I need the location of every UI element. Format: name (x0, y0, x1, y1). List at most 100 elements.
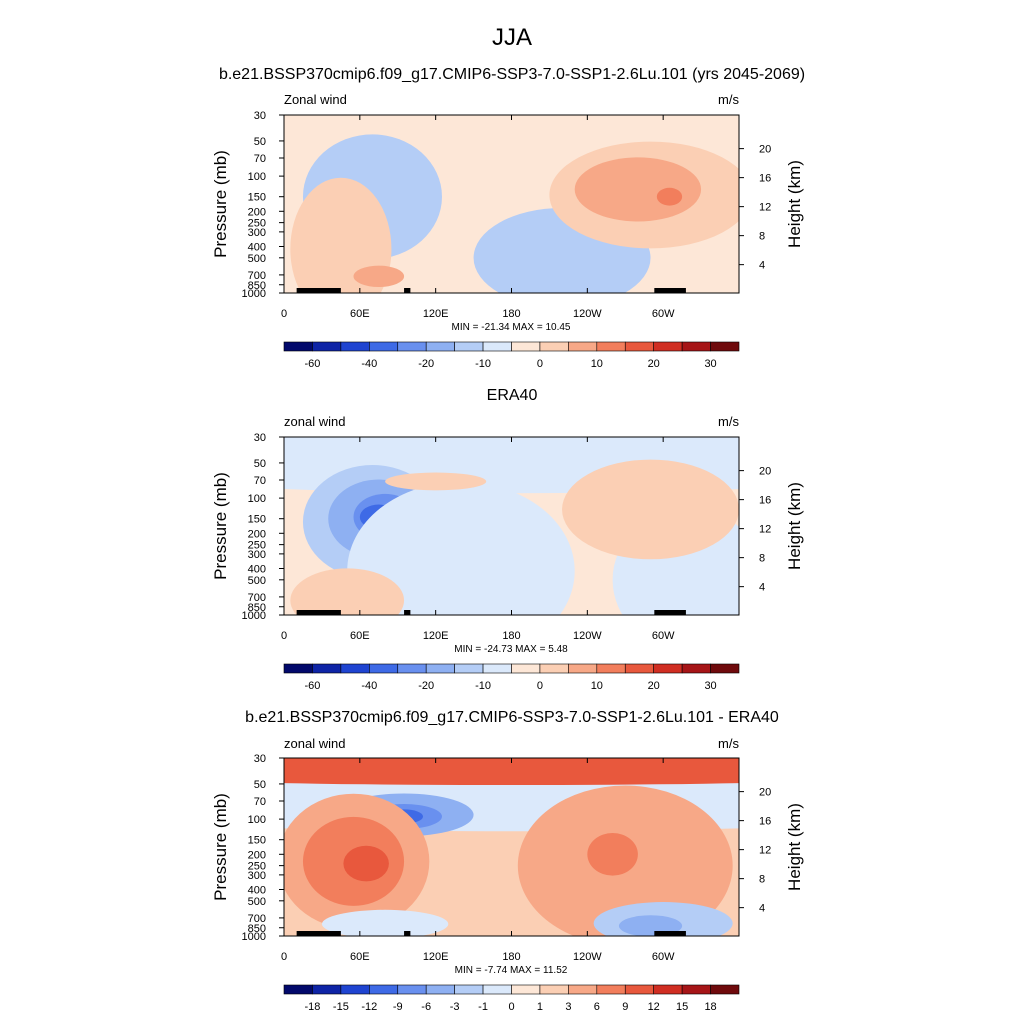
y2-tick-label: 8 (759, 874, 765, 886)
colorbar-swatch (283, 663, 313, 674)
panel-3: b.e21.BSSP370cmip6.f09_g17.CMIP6-SSP3-7.… (211, 709, 804, 1013)
x-tick-label: 120W (573, 951, 602, 963)
y2-tick-label: 20 (759, 466, 771, 478)
colorbar-tick-label: -20 (418, 680, 434, 692)
colorbar-tick-label: -60 (304, 358, 320, 370)
colorbar-tick-label: -40 (361, 358, 377, 370)
min-max-stats: MIN = -24.73 MAX = 5.48 (454, 644, 568, 655)
y-tick-label: 850 (248, 280, 266, 292)
y-tick-label: 400 (248, 563, 266, 575)
topography (321, 288, 329, 293)
y-tick-label: 700 (248, 270, 266, 282)
contour-region (347, 481, 575, 615)
contour-region (284, 437, 739, 494)
colorbar-swatch (312, 341, 342, 352)
y-tick-label: 1000 (242, 610, 266, 622)
topography (296, 931, 341, 936)
colorbar-tick-label: 3 (565, 1001, 571, 1013)
panel-title: b.e21.BSSP370cmip6.f09_g17.CMIP6-SSP3-7.… (245, 709, 779, 726)
x-tick-label: 60W (652, 308, 675, 320)
colorbar-tick-label: 10 (591, 358, 603, 370)
y-tick-label: 50 (254, 136, 266, 148)
topography (321, 931, 329, 936)
y-tick-label: 70 (254, 796, 266, 808)
y-tick-label: 200 (248, 849, 266, 861)
x-tick-label: 60W (652, 630, 675, 642)
units-label: m/s (718, 92, 739, 107)
colorbar-swatch (482, 663, 512, 674)
variable-label: zonal wind (284, 736, 345, 751)
y2-tick-label: 16 (759, 495, 771, 507)
colorbar-tick-label: -12 (361, 1001, 377, 1013)
x-tick-label: 0 (281, 951, 287, 963)
contour-region (385, 472, 487, 491)
y2-tick-label: 20 (759, 787, 771, 799)
colorbar-swatch (710, 663, 740, 674)
y2-tick-label: 4 (759, 903, 765, 915)
colorbar-swatch (596, 663, 626, 674)
x-tick-label: 180 (502, 951, 520, 963)
colorbar-swatch (425, 984, 455, 995)
x-tick-label: 60W (652, 951, 675, 963)
y-tick-label: 300 (248, 227, 266, 239)
variable-label: zonal wind (284, 414, 345, 429)
colorbar: -60 -40 -20 -10 0 10 20 30 (283, 663, 740, 692)
y-tick-label: 500 (248, 575, 266, 587)
colorbar-swatch (511, 341, 541, 352)
y-tick-label: 500 (248, 896, 266, 908)
colorbar-swatch (539, 341, 569, 352)
colorbar-swatch (369, 663, 399, 674)
y-axis-label: Pressure (mb) (211, 793, 230, 901)
x-tick-label: 60E (350, 308, 370, 320)
y-tick-label: 100 (248, 814, 266, 826)
contour-region (656, 187, 683, 206)
colorbar-tick-label: 0 (537, 680, 543, 692)
y-tick-label: 300 (248, 870, 266, 882)
topography (296, 610, 341, 615)
y2-axis-label: Height (km) (785, 160, 804, 248)
y-tick-label: 250 (248, 861, 266, 873)
colorbar-tick-label: -15 (333, 1001, 349, 1013)
colorbar-swatch (312, 984, 342, 995)
colorbar-swatch (482, 984, 512, 995)
colorbar-swatch (397, 663, 427, 674)
panel-title: b.e21.BSSP370cmip6.f09_g17.CMIP6-SSP3-7.… (219, 66, 805, 83)
colorbar-swatch (596, 984, 626, 995)
contour-field (284, 437, 739, 615)
x-tick-label: 0 (281, 308, 287, 320)
colorbar-swatch (653, 341, 683, 352)
y-tick-label: 150 (248, 514, 266, 526)
panel-2: ERA40 zonal wind m/s 0 60E 120E 180 120W 60W 30 50… (211, 387, 804, 692)
contour-region (618, 915, 683, 936)
colorbar-swatch (710, 341, 740, 352)
contour-region (353, 265, 405, 288)
panel-1: b.e21.BSSP370cmip6.f09_g17.CMIP6-SSP3-7.… (211, 66, 805, 370)
y-tick-label: 850 (248, 602, 266, 614)
colorbar-tick-label: -10 (475, 358, 491, 370)
colorbar-tick-label: -3 (450, 1001, 460, 1013)
colorbar-swatch (596, 341, 626, 352)
y-tick-label: 700 (248, 913, 266, 925)
y2-tick-label: 12 (759, 524, 771, 536)
y2-tick-label: 8 (759, 553, 765, 565)
x-tick-label: 120E (423, 630, 449, 642)
colorbar-swatch (710, 984, 740, 995)
colorbar-swatch (568, 663, 598, 674)
x-tick-label: 0 (281, 630, 287, 642)
y-axis-label: Pressure (mb) (211, 150, 230, 258)
contour-region (587, 832, 638, 876)
colorbar-tick-label: 0 (537, 358, 543, 370)
contour-field (284, 115, 739, 293)
colorbar-swatch (454, 984, 484, 995)
topography (404, 610, 411, 615)
colorbar-tick-label: 30 (704, 680, 716, 692)
topography (404, 931, 411, 936)
colorbar-swatch (397, 341, 427, 352)
colorbar-swatch (425, 663, 455, 674)
topography (654, 288, 686, 293)
colorbar-tick-label: -10 (475, 680, 491, 692)
y-tick-label: 300 (248, 549, 266, 561)
colorbar-swatch (369, 984, 399, 995)
colorbar-swatch (653, 984, 683, 995)
